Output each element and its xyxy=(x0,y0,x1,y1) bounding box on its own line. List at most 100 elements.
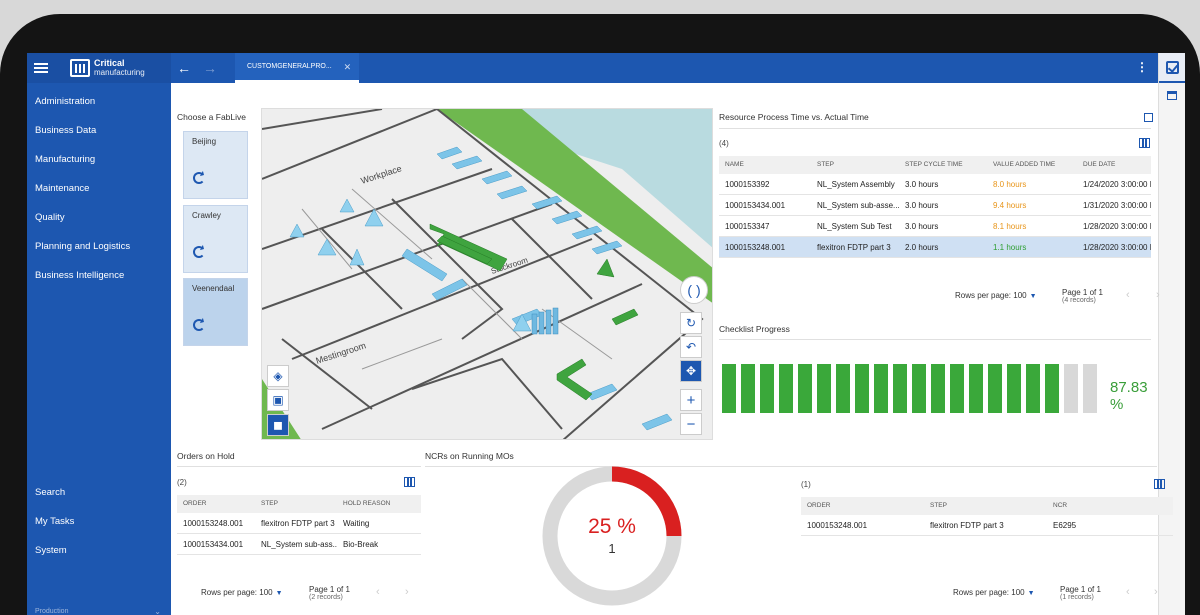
progress-segment-filled xyxy=(760,364,774,413)
progress-segment-filled xyxy=(1045,364,1059,413)
progress-segment-filled xyxy=(969,364,983,413)
sidebar-footer[interactable]: Production ⌄ xyxy=(27,601,171,615)
donut-arc xyxy=(542,466,682,606)
map-tilt-button[interactable]: ↶ xyxy=(680,336,702,358)
dropdown-arrow-icon[interactable]: ▼ xyxy=(1027,590,1035,597)
map-rotate-control[interactable]: ( ) xyxy=(680,276,708,304)
sidebar-item-planning-logistics[interactable]: Planning and Logistics xyxy=(35,241,131,252)
orders-table: ORDER STEP HOLD REASON 1000153248.001 fl… xyxy=(177,495,421,555)
back-arrow-icon[interactable]: ← xyxy=(177,60,191,76)
cell-due: 1/28/2020 3:00:00 PM xyxy=(1083,222,1151,231)
rows-per-page-select[interactable]: 100 xyxy=(1011,588,1025,597)
progress-segment-filled xyxy=(912,364,926,413)
dropdown-arrow-icon[interactable]: ▼ xyxy=(1029,293,1037,300)
environment-label: Production xyxy=(35,608,69,615)
fablive-3d-map[interactable]: Workplace Mestingroom Stockroom xyxy=(261,108,713,440)
table-row[interactable]: 1000153248.001 flexitron FDTP part 3 Wai… xyxy=(177,513,421,534)
columns-icon[interactable] xyxy=(1139,138,1150,148)
more-menu-icon[interactable]: ⋮ xyxy=(1136,60,1148,74)
col-step[interactable]: STEP xyxy=(930,502,947,509)
rows-per-page-label: Rows per page: xyxy=(953,588,1010,597)
fablive-card-crawley[interactable]: Crawley xyxy=(183,205,248,273)
col-value-added[interactable]: VALUE ADDED TIME xyxy=(993,161,1056,168)
sidebar-item-search[interactable]: Search xyxy=(35,487,66,498)
col-step[interactable]: STEP xyxy=(261,500,278,507)
map-layers-button[interactable]: ◈ xyxy=(267,365,289,387)
progress-segment-filled xyxy=(988,364,1002,413)
orders-page-info: Page 1 of 1 (2 records) xyxy=(309,585,350,601)
col-name[interactable]: NAME xyxy=(725,161,744,168)
records-label: (2 records) xyxy=(309,594,343,601)
tab-custom-general[interactable]: CUSTOMGENERALPRO... ✕ xyxy=(235,53,360,83)
dropdown-arrow-icon[interactable]: ▼ xyxy=(275,590,283,597)
fablive-site-name: Crawley xyxy=(192,211,221,220)
next-page-icon[interactable]: › xyxy=(405,586,409,598)
sidebar-item-maintenance[interactable]: Maintenance xyxy=(35,183,90,194)
cell-reason: Bio-Break xyxy=(343,540,379,549)
map-2d-view-button[interactable]: ▣ xyxy=(267,389,289,411)
col-order[interactable]: ORDER xyxy=(183,500,207,507)
sidebar-item-system[interactable]: System xyxy=(35,545,67,556)
table-row-selected[interactable]: 1000153248.001 flexitron FDTP part 3 2.0… xyxy=(719,237,1151,258)
table-row[interactable]: 1000153347 NL_System Sub Test 3.0 hours … xyxy=(719,216,1151,237)
columns-icon[interactable] xyxy=(1154,479,1165,489)
table-row[interactable]: 1000153248.001 flexitron FDTP part 3 E62… xyxy=(801,515,1173,536)
columns-icon[interactable] xyxy=(404,477,415,487)
table-header: ORDER STEP HOLD REASON xyxy=(177,495,421,513)
logo-icon xyxy=(70,59,90,77)
table-row[interactable]: 1000153434.001 NL_System sub-asse... 3.0… xyxy=(719,195,1151,216)
table-row[interactable]: 1000153392 NL_System Assembly 3.0 hours … xyxy=(719,174,1151,195)
floorplan-svg: Workplace Mestingroom Stockroom xyxy=(262,109,712,439)
cell-ncr: E6295 xyxy=(1053,521,1077,530)
cell-reason: Waiting xyxy=(343,519,370,528)
cell-value: 1.1 hours xyxy=(993,243,1027,252)
refresh-icon xyxy=(193,172,205,184)
sidebar-item-business-data[interactable]: Business Data xyxy=(35,125,97,136)
cell-step: flexitron FDTP part 3 xyxy=(261,519,335,528)
zoom-out-button[interactable]: − xyxy=(680,413,702,435)
donut-center: 25 % 1 xyxy=(577,515,647,556)
fablive-card-veenendaal[interactable]: Veenendaal xyxy=(183,278,248,346)
hamburger-menu-icon[interactable] xyxy=(34,63,48,73)
sidebar-item-my-tasks[interactable]: My Tasks xyxy=(35,516,75,527)
prev-page-icon[interactable]: ‹ xyxy=(1126,289,1130,301)
table-row[interactable]: 1000153434.001 NL_System sub-ass... Bio-… xyxy=(177,534,421,555)
table-header: NAME STEP STEP CYCLE TIME VALUE ADDED TI… xyxy=(719,156,1151,174)
sidebar-item-manufacturing[interactable]: Manufacturing xyxy=(35,154,96,165)
forward-arrow-icon[interactable]: → xyxy=(203,60,217,76)
prev-page-icon[interactable]: ‹ xyxy=(1126,586,1130,598)
cell-value: 8.1 hours xyxy=(993,222,1027,231)
progress-segment-filled xyxy=(950,364,964,413)
expand-icon[interactable] xyxy=(1144,113,1153,122)
col-ncr[interactable]: NCR xyxy=(1053,502,1068,509)
tasks-panel-toggle[interactable] xyxy=(1159,53,1185,83)
prev-page-icon[interactable]: ‹ xyxy=(376,586,380,598)
col-step-cycle[interactable]: STEP CYCLE TIME xyxy=(905,161,963,168)
next-page-icon[interactable]: › xyxy=(1154,586,1158,598)
rows-per-page-select[interactable]: 100 xyxy=(1013,291,1027,300)
ncr-pager: Rows per page: 100 ▼ xyxy=(953,588,1035,597)
fablive-card-beijing[interactable]: Beijing xyxy=(183,131,248,199)
zoom-in-button[interactable]: + xyxy=(680,389,702,411)
col-due-date[interactable]: DUE DATE xyxy=(1083,161,1116,168)
sidebar-item-quality[interactable]: Quality xyxy=(35,212,65,223)
sidebar-nav: Administration Business Data Manufacturi… xyxy=(27,87,171,290)
grid-icon[interactable] xyxy=(1167,91,1177,100)
sidebar-item-business-intelligence[interactable]: Business Intelligence xyxy=(35,270,125,281)
refresh-icon xyxy=(193,246,205,258)
col-order[interactable]: ORDER xyxy=(807,502,831,509)
chevron-down-icon[interactable]: ⌄ xyxy=(154,607,161,615)
right-rail xyxy=(1158,53,1185,615)
map-pan-button[interactable]: ✥ xyxy=(680,360,702,382)
col-step[interactable]: STEP xyxy=(817,161,834,168)
close-icon[interactable]: ✕ xyxy=(343,61,352,72)
map-rotate-button[interactable]: ↻ xyxy=(680,312,702,334)
map-3d-view-button[interactable]: ◼ xyxy=(267,414,289,436)
col-hold-reason[interactable]: HOLD REASON xyxy=(343,500,391,507)
rows-per-page-select[interactable]: 100 xyxy=(259,588,273,597)
next-page-icon[interactable]: › xyxy=(1156,289,1160,301)
sidebar-item-administration[interactable]: Administration xyxy=(35,96,96,107)
table-header: ORDER STEP NCR xyxy=(801,497,1173,515)
cell-cycle: 3.0 hours xyxy=(905,180,939,189)
top-bar: ← → CUSTOMGENERALPRO... ✕ ⋮ xyxy=(171,53,1158,83)
